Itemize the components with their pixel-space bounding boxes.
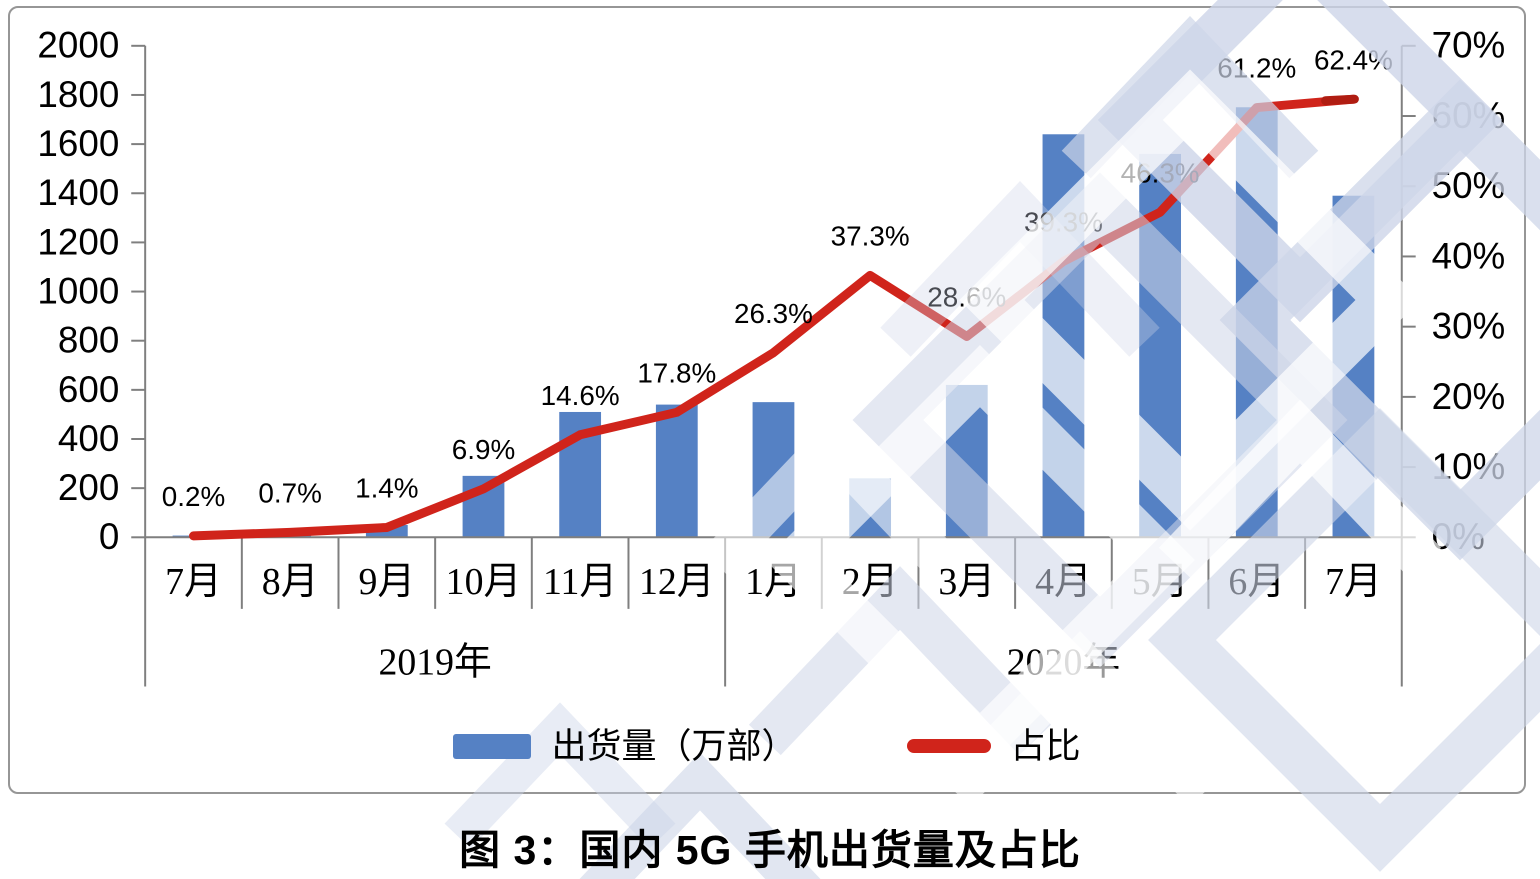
line-series-label: 占比 — [1010, 726, 1081, 766]
month-label: 5月 — [1132, 561, 1189, 603]
left-axis-tick-label: 1600 — [37, 123, 119, 164]
year-label: 2020年 — [1007, 642, 1120, 684]
left-axis-tick-label: 0 — [99, 516, 119, 557]
bar-7月 — [1332, 195, 1375, 538]
month-label: 3月 — [938, 561, 995, 603]
left-axis-tick-label: 200 — [58, 467, 119, 508]
left-axis-tick-label: 1000 — [37, 270, 119, 311]
share-data-label: 0.2% — [162, 481, 225, 512]
month-label: 7月 — [1325, 561, 1382, 603]
left-axis-tick-label: 400 — [58, 418, 119, 459]
left-axis-tick-label: 600 — [58, 369, 119, 410]
share-data-label: 14.6% — [541, 380, 620, 411]
share-data-label: 61.2% — [1217, 53, 1296, 84]
right-axis-tick-label: 10% — [1432, 446, 1506, 487]
year-label: 2019年 — [378, 642, 491, 684]
month-label: 10月 — [446, 561, 522, 603]
bar-2月 — [849, 478, 892, 538]
share-data-label: 37.3% — [831, 221, 910, 252]
bar-12月 — [655, 404, 698, 538]
right-axis-tick-label: 60% — [1432, 95, 1506, 136]
left-axis-tick-label: 1800 — [37, 74, 119, 115]
month-label: 12月 — [639, 561, 715, 603]
figure-caption: 图 3：国内 5G 手机出货量及占比 — [459, 827, 1081, 873]
bar-3月 — [945, 384, 988, 538]
month-label: 6月 — [1228, 561, 1285, 603]
left-axis-tick-label: 1200 — [37, 221, 119, 262]
bar-6月 — [1235, 107, 1278, 538]
share-data-label: 26.3% — [734, 298, 813, 329]
share-data-label: 0.7% — [258, 478, 321, 509]
right-axis-tick-label: 0% — [1432, 516, 1485, 557]
combo-chart: 0 200 400 600 800 1000 1200 1400 1600 1800 2000 0% 1… — [37, 25, 1506, 687]
line-series-swatch — [906, 739, 991, 753]
bar-4月 — [1042, 134, 1085, 538]
bar-series-label: 出货量（万部） — [551, 726, 797, 766]
right-axis-tick-label: 70% — [1432, 25, 1506, 66]
month-label: 4月 — [1035, 561, 1092, 603]
share-data-label: 28.6% — [927, 282, 1006, 313]
month-label: 7月 — [165, 561, 222, 603]
share-data-label: 1.4% — [355, 473, 418, 504]
share-data-label: 17.8% — [637, 357, 716, 388]
share-data-label: 62.4% — [1314, 44, 1393, 75]
legend-item-share: 占比 — [906, 726, 1081, 766]
bar-1月 — [752, 402, 795, 538]
month-label: 8月 — [262, 561, 319, 603]
right-axis-tick-label: 20% — [1432, 376, 1506, 417]
share-data-label: 39.3% — [1024, 207, 1103, 238]
month-label: 9月 — [358, 561, 415, 603]
month-label: 2月 — [842, 561, 899, 603]
month-label: 11月 — [543, 561, 617, 603]
bar-series-swatch — [453, 733, 532, 759]
right-axis-tick-label: 40% — [1432, 235, 1506, 276]
figure-frame: 0 200 400 600 800 1000 1200 1400 1600 1800 2000 0% 1… — [8, 6, 1526, 794]
right-axis-tick-label: 30% — [1432, 306, 1506, 347]
share-data-label: 6.9% — [452, 434, 515, 465]
share-line-end-cap — [1321, 94, 1359, 106]
legend-item-shipments: 出货量（万部） — [453, 726, 797, 766]
share-data-label: 46.3% — [1121, 157, 1200, 188]
right-axis-tick-label: 50% — [1432, 165, 1506, 206]
month-label: 1月 — [745, 561, 802, 603]
chart-legend: 出货量（万部） 占比 — [10, 720, 1524, 772]
left-axis-tick-label: 1400 — [37, 172, 119, 213]
left-axis-tick-label: 800 — [58, 320, 119, 361]
left-axis-tick-label: 2000 — [37, 25, 119, 66]
